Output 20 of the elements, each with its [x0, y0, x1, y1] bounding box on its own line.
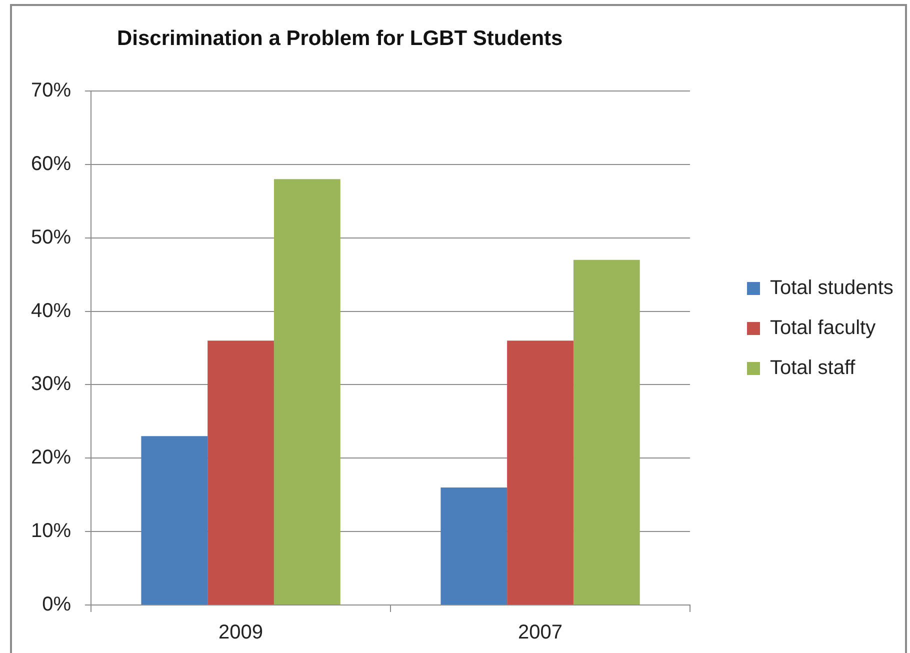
bar — [440, 488, 508, 604]
bar — [507, 340, 574, 604]
bar — [141, 436, 208, 604]
y-tick-label: 50% — [31, 226, 72, 248]
y-tick-label: 60% — [31, 152, 72, 175]
y-tick-label: 40% — [31, 300, 72, 322]
legend-label: Total staff — [770, 357, 856, 380]
legend-label: Total students — [770, 277, 894, 300]
bar — [573, 260, 640, 604]
y-tick-label: 20% — [31, 446, 72, 469]
x-tick-label: 2009 — [218, 622, 264, 644]
x-tick-label: 2007 — [518, 622, 563, 644]
y-tick-label: 0% — [42, 594, 72, 616]
legend-label: Total faculty — [770, 317, 876, 340]
chart-title: Discrimination a Problem for LGBT Students — [117, 27, 563, 51]
y-tick-label: 70% — [31, 80, 72, 102]
y-tick-label: 30% — [31, 373, 72, 396]
bar — [208, 340, 274, 604]
bar — [274, 179, 340, 604]
y-tick-label: 10% — [31, 520, 72, 542]
